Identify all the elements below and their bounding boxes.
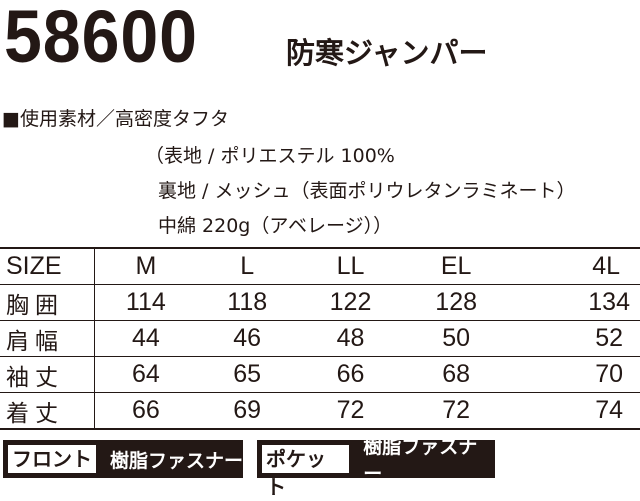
row-label: 袖丈 <box>0 356 95 393</box>
product-name: 防寒ジャンパー <box>286 36 488 70</box>
table-cell: 72 <box>403 392 509 430</box>
header-cell: LL <box>297 247 404 285</box>
table-cell: 52 <box>508 320 640 357</box>
table-row: 袖丈 64 65 66 68 70 <box>0 356 640 393</box>
table-cell: 69 <box>196 392 298 430</box>
header-cell: M <box>94 247 197 285</box>
table-header-row: SIZE M L LL EL 4L <box>0 247 640 285</box>
table-cell: 74 <box>508 392 640 430</box>
table-cell: 114 <box>94 284 197 321</box>
table-cell: 68 <box>403 356 509 393</box>
table-cell: 72 <box>297 392 404 430</box>
row-label: 肩幅 <box>0 320 95 357</box>
table-cell: 134 <box>508 284 640 321</box>
materials-outer: （表地 / ポリエステル 100% <box>145 145 395 167</box>
table-cell: 48 <box>297 320 404 357</box>
product-code: 58600 <box>4 0 198 78</box>
table-cell: 65 <box>196 356 298 393</box>
materials-heading: ■使用素材／高密度タフタ <box>2 108 229 130</box>
table-cell: 128 <box>403 284 509 321</box>
header-cell: EL <box>403 247 509 285</box>
badge-key: フロント <box>8 445 96 473</box>
table-row: 胸囲 114 118 122 128 134 <box>0 284 640 321</box>
table-cell: 64 <box>94 356 197 393</box>
row-label: 胸囲 <box>0 284 95 321</box>
table-cell: 118 <box>196 284 298 321</box>
badge-key: ポケット <box>262 445 350 499</box>
materials-padding: 中綿 220g（アベレージ）） <box>158 215 393 237</box>
table-cell: 70 <box>508 356 640 393</box>
materials-lining: 裏地 / メッシュ（表面ポリウレタンラミネート） <box>158 180 576 202</box>
table-cell: 66 <box>297 356 404 393</box>
badge-value: 樹脂ファスナー <box>363 436 478 485</box>
header-cell: L <box>196 247 298 285</box>
table-row: 着丈 66 69 72 72 74 <box>0 392 640 430</box>
badge-value: 樹脂ファスナー <box>110 449 244 472</box>
row-label: 着丈 <box>0 392 95 430</box>
table-row: 肩幅 44 46 48 50 52 <box>0 320 640 357</box>
size-table: SIZE M L LL EL 4L 胸囲 114 118 122 128 134… <box>0 247 640 430</box>
header-size: SIZE <box>0 247 95 285</box>
table-cell: 44 <box>94 320 197 357</box>
table-cell: 50 <box>403 320 509 357</box>
pocket-zipper-badge: ポケット 樹脂ファスナー <box>257 436 495 499</box>
table-cell: 46 <box>196 320 298 357</box>
header-cell: 4L <box>508 247 640 285</box>
front-zipper-badge: フロント 樹脂ファスナー <box>3 440 243 478</box>
table-cell: 122 <box>297 284 404 321</box>
table-cell: 66 <box>94 392 197 430</box>
